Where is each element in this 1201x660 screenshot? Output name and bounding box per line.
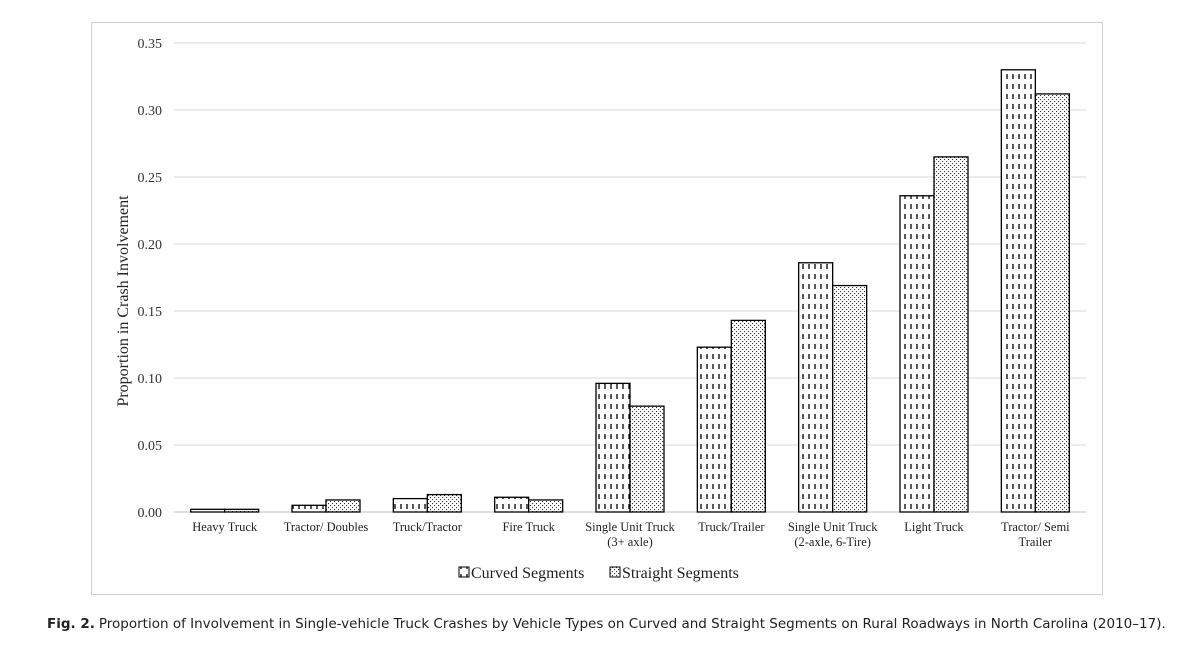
bar-curved (291, 504, 327, 513)
caption-label: Fig. 2. (47, 616, 95, 632)
legend-swatch-straight (609, 566, 621, 578)
bar-chart: 0.00 0.05 0.10 0.15 0.20 0.25 0.30 0.35 Heavy T… (115, 37, 1086, 582)
bar-curved (696, 346, 732, 513)
y-tick-label: 0.30 (138, 104, 163, 119)
bar-curved (798, 262, 834, 513)
caption-text: Proportion of Involvement in Single-vehi… (98, 616, 1166, 632)
y-tick-label: 0.15 (138, 305, 163, 320)
x-category-label: Tractor/ Doubles (284, 520, 369, 534)
bar-curved (190, 508, 226, 513)
y-tick-label: 0.10 (138, 372, 163, 387)
y-tick-label: 0.20 (138, 238, 163, 253)
y-tick-label: 0.05 (138, 439, 163, 454)
bar-straight (224, 508, 260, 513)
y-axis-ticks: 0.00 0.05 0.10 0.15 0.20 0.25 0.30 0.35 (138, 37, 163, 521)
figure-caption: Fig. 2. Proportion of Involvement in Sing… (47, 616, 1187, 632)
bar-straight (528, 499, 564, 513)
legend-label-straight: Straight Segments (622, 565, 739, 582)
x-category-label: Heavy Truck (192, 520, 258, 534)
bars (190, 69, 1070, 513)
bar-straight (933, 156, 969, 513)
legend-swatch-curved (458, 566, 470, 578)
bar-curved (595, 382, 631, 513)
x-category-label: Single Unit Truck (3+ axle) (585, 520, 675, 549)
y-tick-label: 0.35 (138, 37, 163, 52)
x-category-label: Truck/Trailer (698, 520, 765, 534)
bar-straight (1034, 93, 1070, 513)
y-tick-label: 0.25 (138, 171, 163, 186)
bar-curved (899, 195, 935, 513)
bar-straight (426, 493, 462, 513)
gridlines (174, 42, 1086, 513)
y-tick-label: 0.00 (138, 506, 163, 521)
bar-straight (325, 499, 361, 513)
bar-straight (629, 405, 665, 513)
x-category-label: Tractor/ Semi Trailer (1001, 520, 1070, 549)
bar-curved (392, 497, 428, 513)
bar-curved (1000, 69, 1036, 513)
x-category-label: Single Unit Truck (2-axle, 6-Tire) (788, 520, 878, 549)
x-category-label: Fire Truck (502, 520, 555, 534)
x-category-label: Truck/Tractor (393, 520, 463, 534)
legend-label-curved: Curved Segments (471, 565, 584, 582)
bar-straight (832, 284, 868, 513)
legend: Curved Segments Straight Segments (458, 565, 739, 582)
bar-curved (494, 496, 530, 513)
y-axis-label: Proportion in Crash Involvement (115, 195, 132, 407)
x-axis-categories: Heavy Truck Tractor/ Doubles Truck/Tractor… (192, 520, 1070, 549)
x-category-label: Light Truck (904, 520, 964, 534)
bar-straight (730, 319, 766, 513)
figure-frame: 0.00 0.05 0.10 0.15 0.20 0.25 0.30 0.35 Heavy T… (91, 22, 1103, 595)
